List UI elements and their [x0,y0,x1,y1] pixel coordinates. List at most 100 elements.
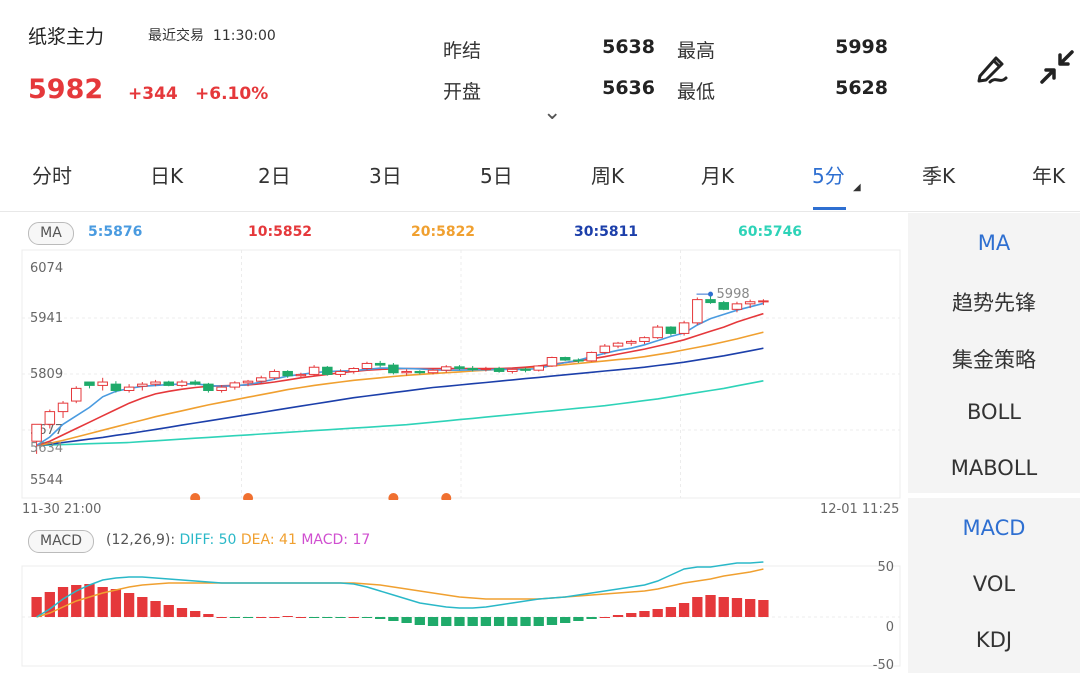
macd-bar [507,617,518,626]
ma20-line [36,331,764,447]
price-tick-label: 6074 [30,261,63,276]
indicator-kdj[interactable]: KDJ [975,628,1013,652]
candle-body [533,365,545,371]
macd-bar [678,603,690,617]
tab-daily-k[interactable]: 日K [150,164,184,188]
candle-body [97,381,108,386]
trade-label: 最近交易 [148,28,204,44]
last-trade-label: 最近交易 11:30:00 [148,25,276,45]
indicator-maboll[interactable]: MABOLL [950,456,1038,480]
candle-body [374,362,386,366]
macd-bar [427,617,439,626]
macd-bar [190,611,201,617]
candle-body [189,381,201,385]
candle-body [665,326,677,334]
macd-params: (12,26,9): [106,532,176,548]
indicator-vol[interactable]: VOL [972,572,1016,596]
macd-bar [718,597,729,617]
diff-line [36,561,764,618]
ma30-line [36,347,764,447]
trade-time: 11:30:00 [212,28,276,44]
macd-bar [375,617,386,619]
macd-indicator-tag[interactable]: MACD [28,530,94,553]
candle-body [269,370,280,379]
macd-bar [493,617,505,626]
candle-body [255,377,267,382]
draw-pen-icon[interactable] [972,46,1014,88]
tab-3-day[interactable]: 3日 [369,164,402,188]
candle-body [348,368,360,372]
ma-indicator-tag[interactable]: MA [28,222,74,245]
low-marker-label: 5634 [30,441,63,456]
candle-body [335,370,346,375]
macd-bar [467,617,478,626]
tab-quarterly-k[interactable]: 季K [922,164,956,188]
ma10-value: 10:5852 [248,224,313,240]
macd-bar [216,617,227,618]
macd-bar [269,617,280,618]
candle-body [163,381,175,386]
indicator-macd[interactable]: MACD [962,516,1026,540]
macd-chart[interactable]: 50 0 -50 [0,560,905,673]
candle-body [110,383,122,391]
macd-bar [652,609,663,617]
macd-bar [560,617,571,623]
candle-body [361,362,373,370]
tab-dropdown-icon[interactable]: ◢ [853,182,861,193]
candle-body [507,368,518,372]
tab-weekly-k[interactable]: 周K [591,164,625,188]
macd-bar [84,584,95,617]
macd-bar [388,617,399,621]
macd-bar [401,617,412,623]
macd-bar [665,607,677,617]
candle-body [229,382,241,388]
indicator-boll[interactable]: BOLL [967,400,1021,424]
macd-bar [256,617,267,618]
candle-body [282,370,293,377]
instrument-name: 纸浆主力 [28,26,105,48]
candle-body [652,326,663,339]
candle-body [520,368,531,371]
macd-bar [203,614,214,617]
macd-legend: (12,26,9): DIFF: 50 DEA: 41 MACD: 17 [106,532,370,548]
candle-body [308,366,320,375]
candle-body [414,370,426,374]
indicator-ma[interactable]: MA [977,231,1011,255]
tab-2-day[interactable]: 2日 [258,164,291,188]
ma5-line [36,302,764,447]
tab-yearly-k[interactable]: 年K [1032,164,1066,188]
macd-bar [176,608,188,617]
open-value: 5636 [602,77,655,99]
indicator-trend-pioneer[interactable]: 趋势先锋 [952,291,1036,315]
active-tab-underline [813,207,846,210]
tab-5-min[interactable]: 5分 [812,164,845,188]
macd-bar [612,615,624,617]
macd-bar [308,617,320,618]
tab-monthly-k[interactable]: 月K [701,164,735,188]
macd-bar [414,617,425,625]
tab-intraday[interactable]: 分时 [32,164,72,188]
macd-bar [692,597,703,617]
macd-bar [322,617,333,618]
macd-frame [21,565,901,667]
dea-line [36,568,764,618]
macd-bar [57,587,69,617]
signal-dot [190,493,201,500]
signal-dot [441,493,452,500]
candle-body [454,366,465,370]
tab-5-day[interactable]: 5日 [480,164,513,188]
candle-body [137,383,148,387]
candle-body [176,381,188,386]
price-tick-label: 5544 [30,473,63,488]
candle-body [203,383,214,391]
signal-dot [388,493,399,500]
tab-divider [0,211,1080,212]
candle-body [731,303,743,310]
expand-chevron-icon[interactable]: ⌄ [543,100,562,125]
collapse-icon[interactable] [1036,46,1078,88]
macd-bar [731,598,743,617]
indicator-gold-strategy[interactable]: 集金策略 [952,348,1036,372]
macd-bar [361,617,373,618]
ma30-value: 30:5811 [574,224,639,240]
